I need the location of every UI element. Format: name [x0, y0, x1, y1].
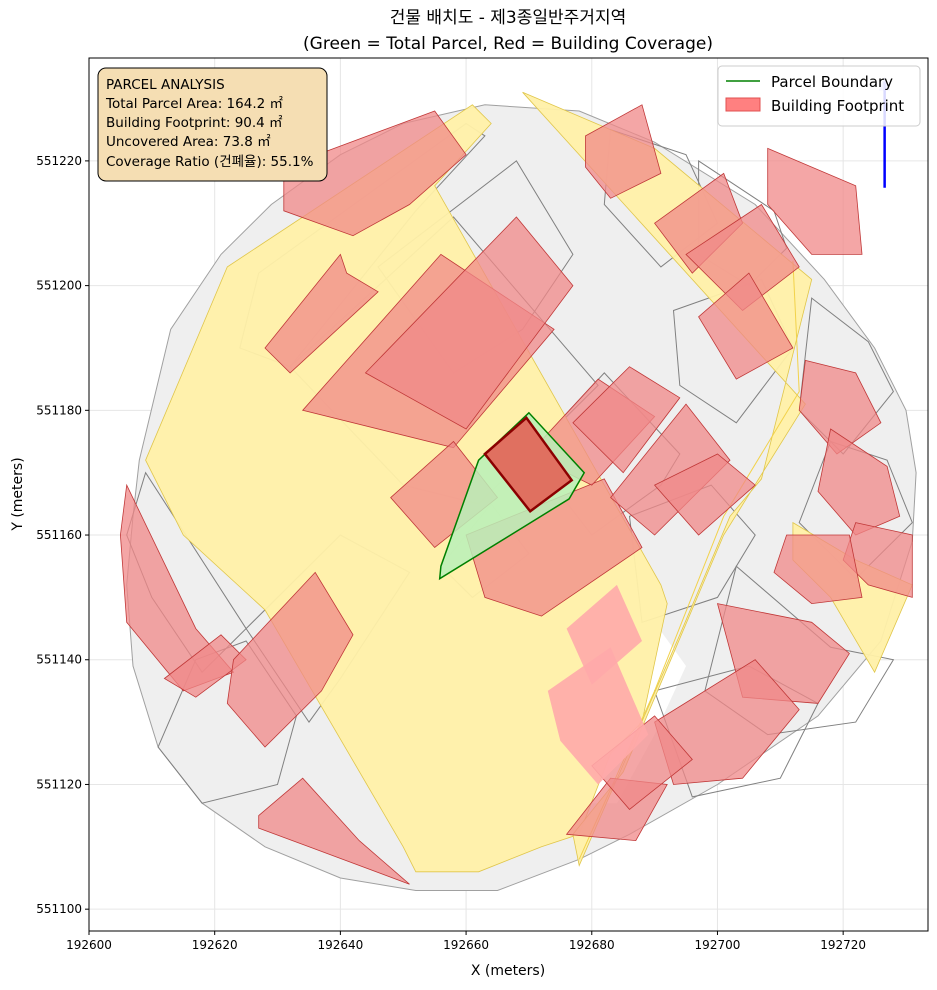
y-axis-label: Y (meters) — [10, 457, 26, 531]
analysis-heading: PARCEL ANALYSIS — [106, 77, 225, 93]
y-tick-label-5: 551200 — [36, 279, 82, 293]
legend-parcel-label: Parcel Boundary — [771, 73, 893, 91]
light-building-1 — [566, 584, 642, 685]
y-tick-label-1: 551120 — [36, 777, 82, 791]
parcel-0 — [157, 640, 297, 804]
legend-building-swatch — [725, 97, 761, 112]
chart-title-line-2: (Green = Total Parcel, Red = Building Co… — [303, 34, 713, 54]
x-axis-label: X (meters) — [471, 963, 545, 979]
target-building-footprint — [483, 415, 574, 514]
y-tick-label-3: 551160 — [36, 528, 82, 542]
legend-background — [717, 65, 921, 127]
uncovered-area-text: Uncovered Area: 73.8 ㎡ — [106, 134, 271, 150]
building-7 — [364, 216, 574, 430]
building-22 — [773, 534, 863, 605]
building-16 — [685, 203, 800, 312]
building-11 — [572, 366, 681, 474]
building-14 — [585, 104, 662, 199]
total-parcel-area-text: Total Parcel Area: 164.2 ㎡ — [105, 96, 283, 112]
plot-frame — [88, 57, 929, 932]
x-tick-label-6: 192720 — [820, 938, 866, 952]
building-19 — [798, 359, 882, 455]
chart-title-line-1: 건물 배치도 - 제3종일반주거지역 — [390, 8, 626, 28]
building-footprint-text: Building Footprint: 90.4 ㎡ — [106, 115, 283, 131]
x-tick-label-5: 192700 — [695, 938, 741, 952]
chart-title: 건물 배치도 - 제3종일반주거지역 (Green = Total Parcel… — [303, 8, 713, 54]
building-12 — [610, 403, 731, 536]
building-20 — [817, 428, 901, 536]
legend-building-label: Building Footprint — [771, 97, 904, 115]
map-layer — [119, 76, 917, 891]
x-tick-label-3: 192660 — [443, 938, 489, 952]
parcel-analysis-box-background — [97, 67, 328, 182]
axis-ticks: 192600 192620 192640 192660 192680 192700 1927… — [36, 154, 866, 952]
x-tick-label-0: 192600 — [66, 938, 112, 952]
light-building-0 — [547, 647, 649, 785]
y-tick-label-0: 551100 — [36, 902, 82, 916]
parcel-analysis-box: PARCEL ANALYSIS Total Parcel Area: 164.2… — [97, 67, 328, 182]
building-5 — [264, 253, 379, 374]
building-2 — [226, 571, 354, 748]
y-tick-label-2: 551140 — [36, 653, 82, 667]
building-4 — [283, 110, 467, 237]
y-tick-label-4: 551180 — [36, 403, 82, 417]
x-tick-label-2: 192640 — [317, 938, 363, 952]
building-18 — [767, 147, 863, 255]
y-tick-label-6: 551220 — [36, 154, 82, 168]
building-3 — [258, 777, 410, 885]
building-13 — [653, 453, 756, 536]
building-17 — [698, 272, 794, 380]
building-0 — [119, 483, 235, 692]
coverage-ratio-text: Coverage Ratio (건폐율): 55.1% — [106, 154, 314, 170]
x-tick-label-1: 192620 — [192, 938, 238, 952]
legend: Parcel Boundary Building Footprint — [717, 65, 921, 127]
x-tick-label-4: 192680 — [569, 938, 615, 952]
building-9 — [465, 478, 643, 617]
